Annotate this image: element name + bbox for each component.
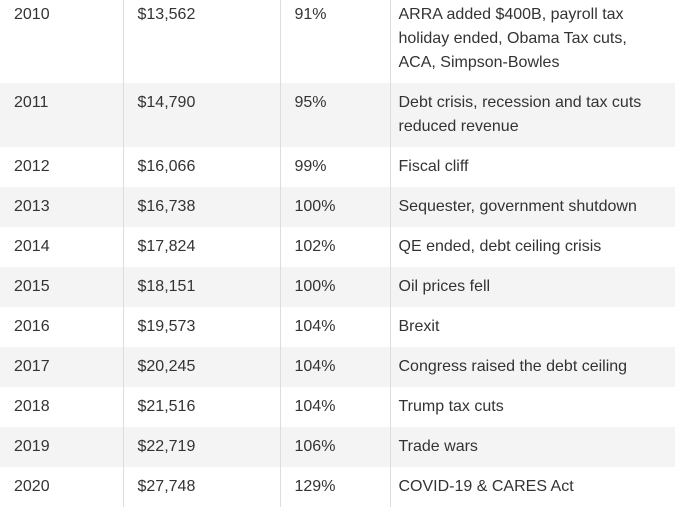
- debt-cell: $21,516: [122, 387, 280, 427]
- event-cell: Brexit: [389, 307, 675, 347]
- table-row: 2014 $17,824 102% QE ended, debt ceiling cr…: [0, 227, 675, 267]
- table-row: 2020 $27,748 129% COVID-19 & CARES Act: [0, 467, 675, 507]
- year-cell: 2012: [14, 158, 50, 175]
- event-cell: Sequester, government shutdown: [389, 187, 675, 227]
- table-row: 2016 $19,573 104% Brexit: [0, 307, 675, 347]
- ratio-cell: 100%: [279, 267, 390, 307]
- debt-cell: $14,790: [122, 83, 280, 147]
- ratio-cell: 129%: [279, 467, 390, 507]
- debt-cell: $20,245: [122, 347, 280, 387]
- ratio-cell: 104%: [279, 347, 390, 387]
- debt-cell: $16,738: [122, 187, 280, 227]
- year-cell: 2013: [0, 187, 123, 227]
- event-cell: Congress raised the debt ceiling: [389, 347, 675, 387]
- year-cell: 2010: [14, 6, 50, 23]
- table-row: 2013 $16,738 100% Sequester, government shu…: [0, 187, 675, 227]
- event-cell: COVID-19 & CARES Act: [389, 467, 675, 507]
- event-cell: QE ended, debt ceiling crisis: [389, 227, 675, 267]
- year-cell: 2016: [14, 318, 50, 335]
- debt-cell: $18,151: [122, 267, 280, 307]
- event-cell: Fiscal cliff: [389, 147, 675, 187]
- ratio-cell: 95%: [279, 83, 390, 147]
- table-row: 2011 $14,790 95% Debt crisis, recession and…: [0, 83, 675, 147]
- debt-cell: $22,719: [122, 427, 280, 467]
- debt-cell: $13,562: [122, 0, 280, 83]
- debt-cell: $17,824: [122, 227, 280, 267]
- table-row: 2018 $21,516 104% Trump tax cuts: [0, 387, 675, 427]
- year-cell: 2017: [0, 347, 123, 387]
- event-cell: Trump tax cuts: [389, 387, 675, 427]
- table-row: 2017 $20,245 104% Congress raised the debt …: [0, 347, 675, 387]
- year-cell: 2011: [0, 83, 123, 147]
- table-row: 2015 $18,151 100% Oil prices fell: [0, 267, 675, 307]
- debt-cell: $16,066: [122, 147, 280, 187]
- table-row: 2012 $16,066 99% Fiscal cliff: [0, 147, 675, 187]
- ratio-cell: 99%: [279, 147, 390, 187]
- ratio-cell: 91%: [279, 0, 390, 83]
- event-cell: ARRA added $400B, payroll tax holiday en…: [389, 0, 675, 83]
- event-cell: Oil prices fell: [389, 267, 675, 307]
- ratio-cell: 100%: [279, 187, 390, 227]
- table-row: 2010 $13,562 91% ARRA added $400B, payroll …: [0, 0, 675, 83]
- table-row: 2019 $22,719 106% Trade wars: [0, 427, 675, 467]
- ratio-cell: 106%: [279, 427, 390, 467]
- ratio-cell: 104%: [279, 307, 390, 347]
- event-cell: Debt crisis, recession and tax cuts redu…: [389, 83, 675, 147]
- ratio-cell: 102%: [279, 227, 390, 267]
- year-cell: 2014: [14, 238, 50, 255]
- ratio-cell: 104%: [279, 387, 390, 427]
- year-cell: 2020: [14, 478, 50, 495]
- debt-cell: $19,573: [122, 307, 280, 347]
- debt-cell: $27,748: [122, 467, 280, 507]
- year-cell: 2019: [0, 427, 123, 467]
- year-cell: 2015: [0, 267, 123, 307]
- event-cell: Trade wars: [389, 427, 675, 467]
- year-cell: 2018: [14, 398, 50, 415]
